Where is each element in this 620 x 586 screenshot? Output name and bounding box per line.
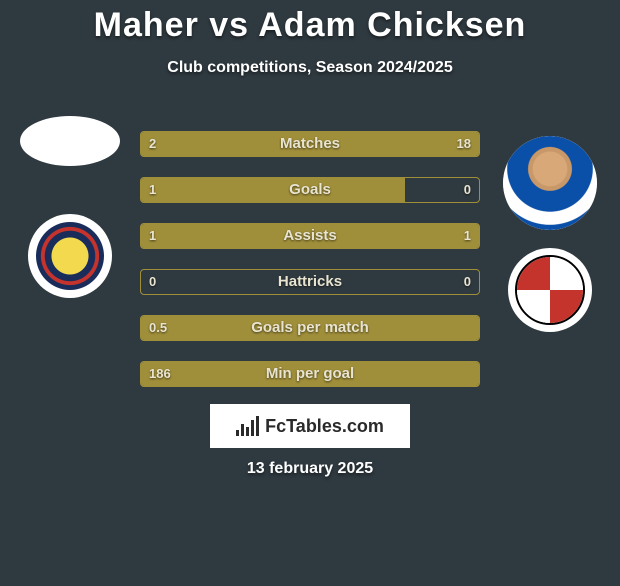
right-player-column (500, 136, 600, 332)
comparison-chart: 218Matches 10Goals 11Assists 00Hattricks 0.5… (140, 131, 480, 407)
woking-badge-icon (515, 255, 585, 325)
stat-row: 10Goals (140, 177, 480, 203)
player-avatar-left (20, 116, 120, 166)
stat-label: Goals per match (141, 316, 479, 340)
stat-row: 186Min per goal (140, 361, 480, 387)
date-label: 13 february 2025 (0, 460, 620, 478)
tamworth-badge-icon (36, 222, 104, 290)
stat-row: 0.5Goals per match (140, 315, 480, 341)
stat-row: 00Hattricks (140, 269, 480, 295)
stat-label: Hattricks (141, 270, 479, 294)
player-photo-icon (503, 136, 597, 230)
stat-label: Goals (141, 178, 479, 202)
logo-text: FcTables.com (265, 416, 384, 437)
subtitle: Club competitions, Season 2024/2025 (0, 59, 620, 77)
site-logo: FcTables.com (210, 404, 410, 448)
stat-label: Assists (141, 224, 479, 248)
bars-icon (236, 416, 259, 436)
stat-label: Matches (141, 132, 479, 156)
club-badge-left (28, 214, 112, 298)
player-avatar-right (503, 136, 597, 230)
page-title: Maher vs Adam Chicksen (0, 6, 620, 45)
club-badge-right (508, 248, 592, 332)
stat-row: 218Matches (140, 131, 480, 157)
left-player-column (10, 116, 130, 298)
stat-row: 11Assists (140, 223, 480, 249)
stat-label: Min per goal (141, 362, 479, 386)
